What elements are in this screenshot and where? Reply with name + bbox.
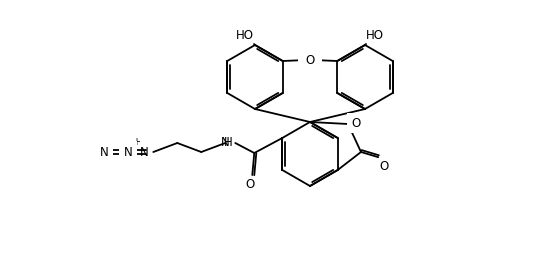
Text: N: N [124, 146, 133, 159]
Text: H: H [224, 135, 232, 148]
Text: N: N [220, 135, 229, 148]
Text: +: + [132, 137, 140, 147]
Text: HO: HO [236, 29, 254, 42]
Text: O: O [379, 160, 388, 173]
Text: O: O [351, 117, 360, 130]
Text: O: O [305, 54, 315, 67]
Text: −: − [100, 137, 107, 147]
Text: O: O [246, 178, 255, 191]
Text: HO: HO [366, 29, 384, 42]
Text: N: N [100, 146, 108, 159]
Text: N: N [139, 146, 148, 159]
